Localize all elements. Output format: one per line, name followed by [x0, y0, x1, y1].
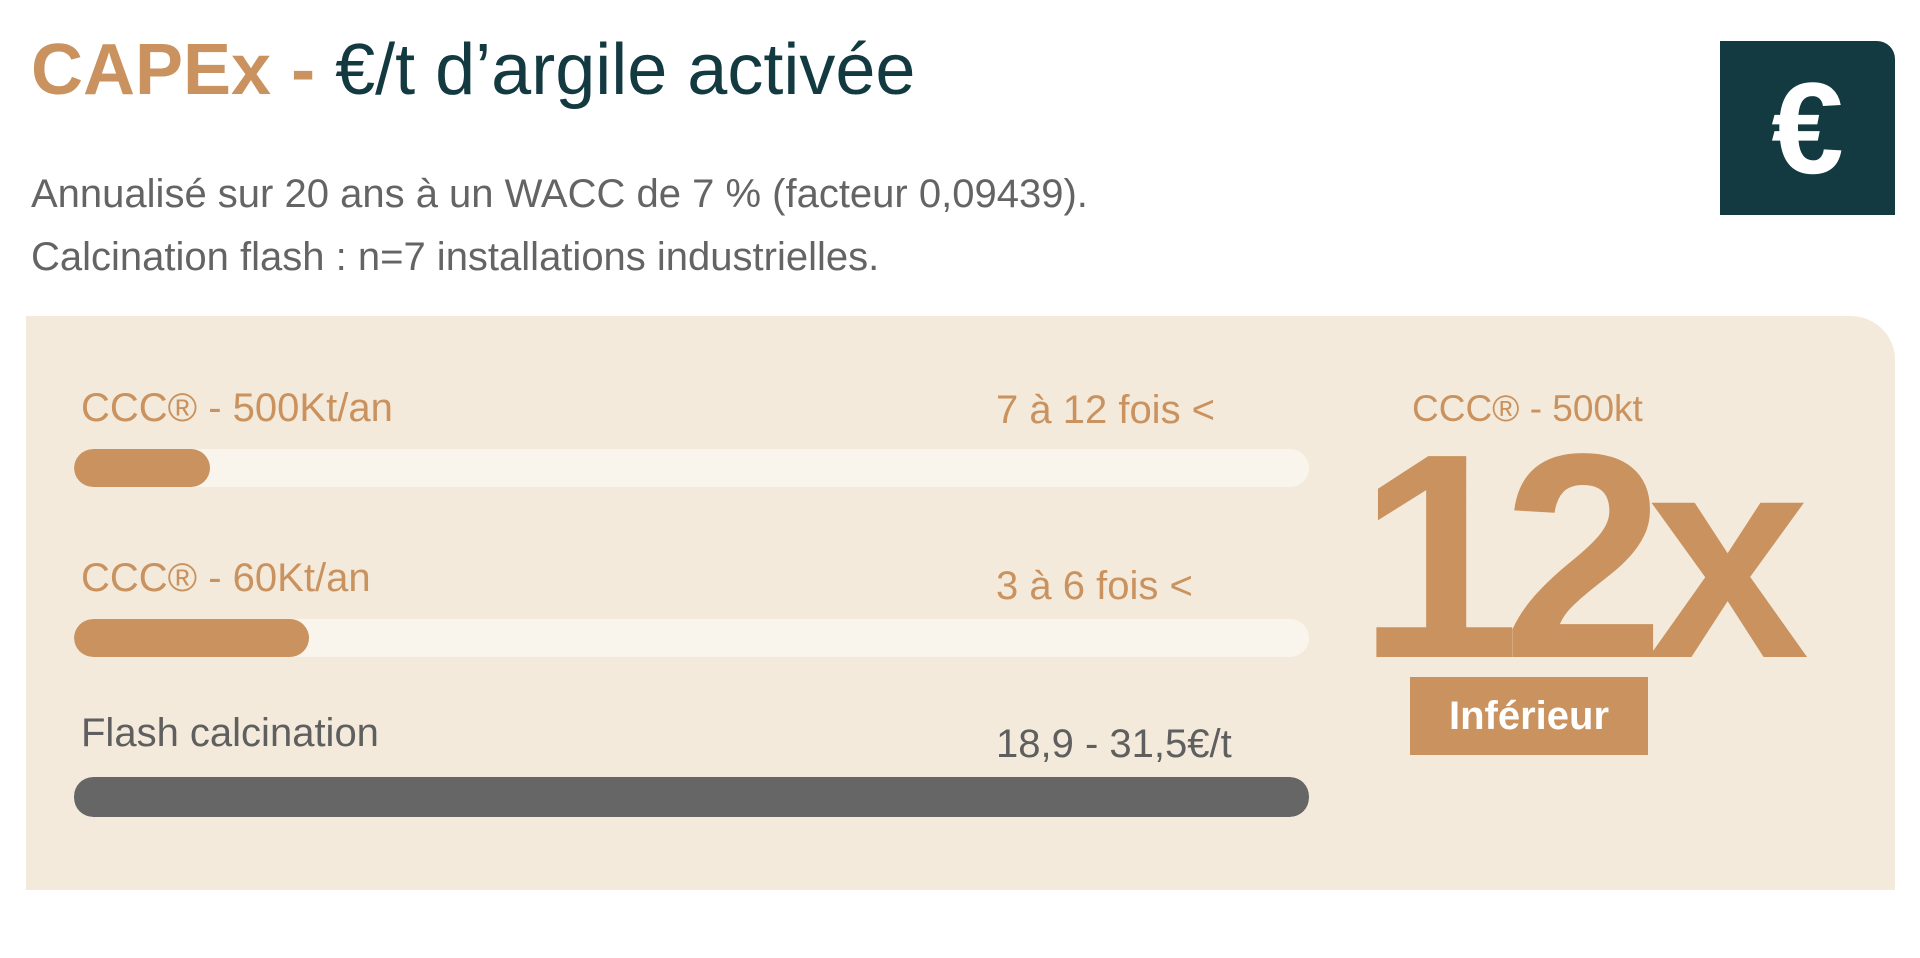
subtitle-line-2: Calcination flash : n=7 installations in…	[31, 235, 880, 279]
row-value-60kt: 3 à 6 fois <	[996, 564, 1193, 608]
progress-fill	[74, 777, 1309, 817]
highlight-number: 12x	[1358, 393, 1809, 719]
progress-bar-flash	[74, 777, 1309, 817]
row-label-flash: Flash calcination	[81, 711, 379, 755]
highlight-badge: Inférieur	[1410, 677, 1648, 755]
highlight-label: CCC® - 500kt	[1412, 388, 1643, 429]
row-label-500kt: CCC® - 500Kt/an	[81, 386, 393, 430]
progress-fill	[74, 619, 309, 657]
progress-bar-60kt	[74, 619, 1309, 657]
title-rest: €/t d’argile activée	[335, 30, 916, 110]
row-label-60kt: CCC® - 60Kt/an	[81, 556, 371, 600]
page-title: CAPEx - €/t d’argile activée	[31, 34, 915, 106]
euro-icon: €	[1720, 41, 1895, 215]
row-value-500kt: 7 à 12 fois <	[996, 388, 1216, 432]
row-value-flash: 18,9 - 31,5€/t	[996, 722, 1232, 766]
title-accent: CAPEx -	[31, 30, 316, 110]
progress-bar-500kt	[74, 449, 1309, 487]
subtitle-line-1: Annualisé sur 20 ans à un WACC de 7 % (f…	[31, 172, 1088, 216]
progress-fill	[74, 449, 210, 487]
